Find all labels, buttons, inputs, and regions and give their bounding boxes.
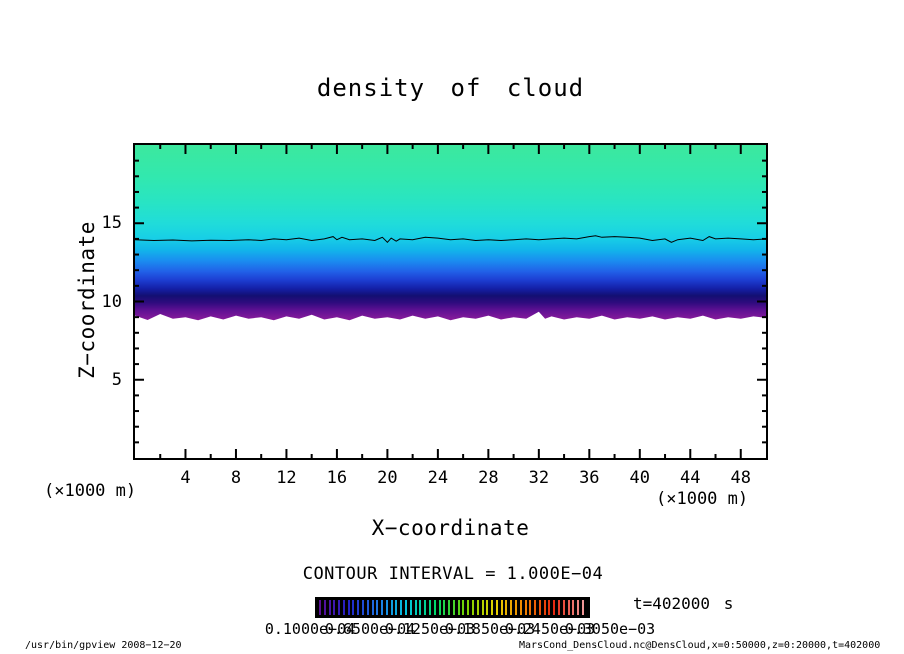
colorbar-stripe <box>510 600 513 615</box>
colorbar-stripe <box>362 600 365 615</box>
colorbar-stripe <box>457 600 460 615</box>
colorbar-stripe <box>486 600 489 615</box>
colorbar-label: 0.3050e−03 <box>564 620 656 638</box>
y-tick-label: 10 <box>101 291 122 312</box>
colorbar-stripe <box>366 600 369 615</box>
colorbar-stripe <box>524 600 527 615</box>
x-tick-label: 4 <box>180 468 191 488</box>
x-tick-label: 36 <box>579 468 600 488</box>
colorbar-stripe <box>572 600 575 615</box>
colorbar-stripe <box>433 600 436 615</box>
colorbar-stripe <box>514 600 517 615</box>
x-tick-label: 20 <box>377 468 398 488</box>
colorbar-stripe <box>328 600 331 615</box>
colorbar-label: 0.1850e−03 <box>444 620 536 638</box>
contour-line <box>135 235 766 244</box>
chart-title: density of cloud <box>316 74 585 102</box>
colorbar-label: 0.2450e−03 <box>504 620 596 638</box>
colorbar-stripe <box>395 600 398 615</box>
x-tick-label: 32 <box>528 468 550 488</box>
plot-canvas <box>135 145 766 458</box>
x-tick-label: 44 <box>680 468 701 488</box>
colorbar-stripe <box>376 600 379 615</box>
colorbar-stripe <box>505 600 508 615</box>
colorbar-stripe <box>357 600 360 615</box>
colorbar-stripe <box>534 600 537 615</box>
colorbar-stripe <box>462 600 465 615</box>
axis-unit-label-right: (×1000 m) <box>656 489 749 509</box>
colorbar-label: 0.1250e−03 <box>384 620 476 638</box>
colorbar-stripe <box>333 600 336 615</box>
colorbar-stripe <box>529 600 532 615</box>
x-tick-label: 40 <box>629 468 651 488</box>
colorbar-stripe <box>419 600 422 615</box>
colorbar-stripe <box>471 600 474 615</box>
colorbar-stripe <box>414 600 417 615</box>
colorbar-stripe <box>481 600 484 615</box>
colorbar-stripe <box>495 600 498 615</box>
colorbar-stripe <box>500 600 503 615</box>
colorbar-stripe <box>443 600 446 615</box>
colorbar-stripe <box>491 600 494 615</box>
y-tick-label: 5 <box>111 369 122 390</box>
colorbar-label: 0.1000e−04 <box>264 620 356 638</box>
colorbar-label: 0.6500e−04 <box>324 620 416 638</box>
footer-command-path: /usr/bin/gpview 2008−12−20 <box>25 640 182 651</box>
y-tick-label: 15 <box>101 213 122 234</box>
x-tick-label: 24 <box>427 468 449 488</box>
colorbar-stripe <box>567 600 570 615</box>
footer-datasource: MarsCond_DensCloud.nc@DensCloud,x=0:5000… <box>519 640 881 651</box>
colorbar-stripe <box>342 600 345 615</box>
colorbar-stripe <box>385 600 388 615</box>
colorbar-stripe <box>562 600 565 615</box>
colorbar-stripe <box>452 600 455 615</box>
colorbar-stripe <box>338 600 341 615</box>
contour-interval-label: CONTOUR INTERVAL = 1.000E−04 <box>302 564 604 584</box>
colorbar-stripe <box>548 600 551 615</box>
colorbar-stripe <box>352 600 355 615</box>
x-tick-label: 16 <box>326 468 348 488</box>
plot-area <box>133 143 768 460</box>
colorbar-stripe <box>438 600 441 615</box>
colorbar-stripe <box>538 600 541 615</box>
x-tick-label: 48 <box>730 468 751 488</box>
cloud-density-fill <box>135 145 766 321</box>
x-tick-label: 8 <box>230 468 242 488</box>
colorbar-stripe <box>405 600 408 615</box>
colorbar-stripe <box>543 600 546 615</box>
colorbar-stripe <box>319 600 321 615</box>
colorbar-stripe <box>323 600 326 615</box>
colorbar-stripe <box>558 600 560 615</box>
axis-unit-label-left: (×1000 m) <box>44 481 137 501</box>
colorbar-stripe <box>428 600 431 615</box>
colorbar-stripe <box>400 600 403 615</box>
x-axis-title: X−coordinate <box>371 516 530 540</box>
colorbar-stripe <box>390 600 393 615</box>
colorbar-stripe <box>424 600 427 615</box>
colorbar <box>315 597 590 618</box>
colorbar-stripe <box>581 600 584 615</box>
x-tick-label: 12 <box>276 468 297 488</box>
colorbar-stripe <box>381 600 384 615</box>
colorbar-stripe <box>577 600 580 615</box>
colorbar-stripe <box>553 600 556 615</box>
colorbar-stripe <box>371 600 374 615</box>
colorbar-stripe <box>476 600 479 615</box>
time-label: t=402000 s <box>633 594 734 613</box>
colorbar-stripe <box>448 600 451 615</box>
axis-ticks <box>135 145 766 458</box>
colorbar-stripe <box>347 600 350 615</box>
colorbar-stripe <box>409 600 412 615</box>
colorbar-stripe <box>467 600 470 615</box>
colorbar-stripe <box>519 600 522 615</box>
x-tick-label: 28 <box>478 468 499 488</box>
